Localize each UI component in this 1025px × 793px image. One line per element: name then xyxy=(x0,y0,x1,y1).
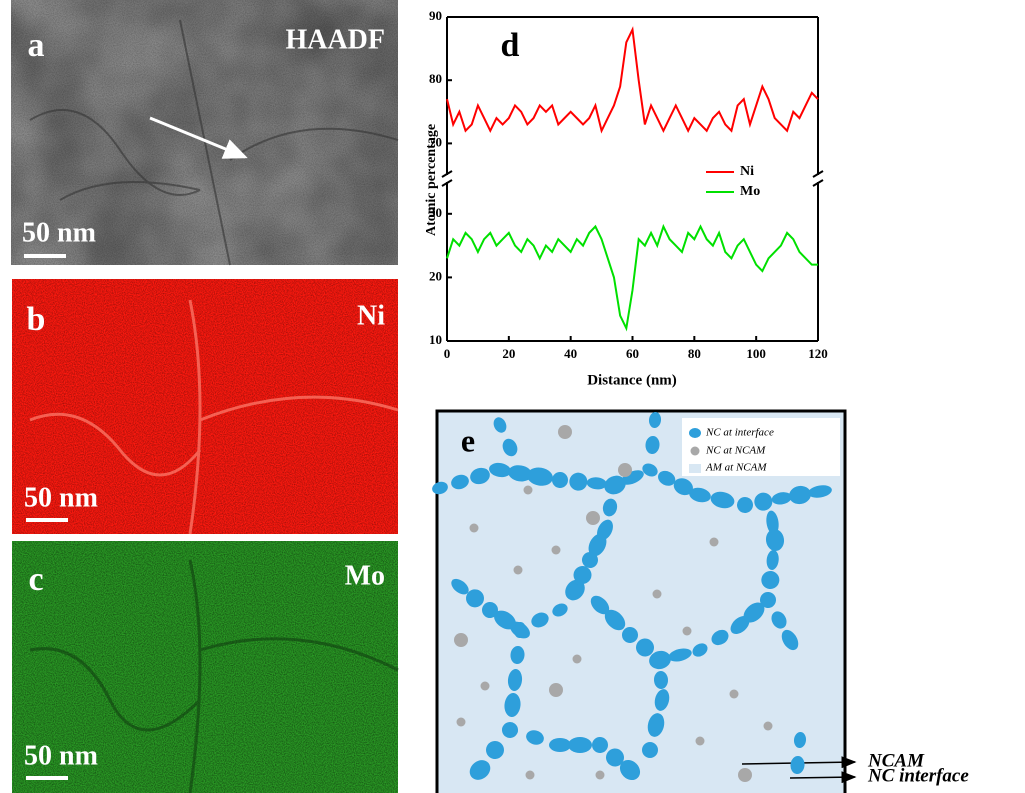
panel-label: a xyxy=(28,27,45,64)
x-tick-label: 100 xyxy=(746,346,766,361)
legend-swatch xyxy=(689,464,701,473)
y-tick-label: 80 xyxy=(429,71,442,86)
nanocrystal-ncam xyxy=(596,771,605,780)
y-tick-label: 10 xyxy=(429,332,442,347)
y-tick-label: 20 xyxy=(429,268,442,283)
nanocrystal-ncam xyxy=(457,718,466,727)
legend-swatch xyxy=(691,447,700,456)
panel-name: Mo xyxy=(345,560,385,591)
panel-label: b xyxy=(27,301,46,338)
callout-arrow xyxy=(790,777,855,778)
x-tick-label: 0 xyxy=(444,346,451,361)
nanocrystal-ncam xyxy=(696,737,705,746)
axis-break xyxy=(813,171,823,186)
nanocrystal xyxy=(549,738,571,752)
nanocrystal-ncam xyxy=(710,538,719,547)
nanocrystal-ncam xyxy=(454,633,468,647)
nanocrystal-ncam xyxy=(524,486,533,495)
nanocrystal-ncam xyxy=(558,425,572,439)
x-tick-label: 20 xyxy=(502,346,515,361)
legend-label: Ni xyxy=(740,164,754,179)
nanocrystal-ncam xyxy=(573,655,582,664)
panel-label: e xyxy=(461,422,475,458)
panel-label: d xyxy=(501,27,520,64)
legend-label: NC at NCAM xyxy=(705,445,766,457)
x-tick-label: 60 xyxy=(626,346,639,361)
panel-c: c Mo 50 nm xyxy=(12,541,398,793)
nanocrystal-ncam xyxy=(526,771,535,780)
nanocrystal-ncam xyxy=(481,682,490,691)
nanocrystal-ncam xyxy=(653,590,662,599)
scale-label: 50 nm xyxy=(24,740,98,771)
x-tick-label: 120 xyxy=(808,346,828,361)
legend-swatch xyxy=(689,428,701,438)
nanocrystal-ncam xyxy=(730,690,739,699)
panel-label: c xyxy=(28,561,43,598)
nanocrystal-ncam xyxy=(586,511,600,525)
y-tick-label: 90 xyxy=(429,8,442,23)
nanocrystal-ncam xyxy=(683,627,692,636)
nanocrystal-ncam xyxy=(738,768,752,782)
nanocrystal-ncam xyxy=(470,524,479,533)
scale-label: 50 nm xyxy=(24,482,98,513)
nanocrystal-ncam xyxy=(764,722,773,731)
scale-label: 50 nm xyxy=(22,217,96,248)
legend-label: Mo xyxy=(740,184,760,199)
figure: a HAADF 50 nm b Ni 50 nm c Mo 50 nm d Di… xyxy=(0,0,1025,793)
nanocrystal-ncam xyxy=(514,566,523,575)
nanocrystal-ncam xyxy=(552,546,561,555)
x-tick-label: 40 xyxy=(564,346,577,361)
y-tick-label: 30 xyxy=(429,205,442,220)
nanocrystal-ncam xyxy=(618,463,632,477)
x-tick-label: 80 xyxy=(688,346,701,361)
legend-label: AM at NCAM xyxy=(705,462,767,474)
panel-name: Ni xyxy=(357,300,385,331)
y-tick-label: 70 xyxy=(429,134,442,149)
data-line xyxy=(447,227,818,329)
panel-b: b Ni 50 nm xyxy=(12,279,398,534)
nanocrystal xyxy=(568,737,592,753)
x-axis-label: Distance (nm) xyxy=(587,372,677,388)
legend-label: NC at interface xyxy=(705,427,774,439)
nanocrystal-ncam xyxy=(549,683,563,697)
panel-a: a HAADF 50 nm xyxy=(11,0,398,265)
panel-name: HAADF xyxy=(285,24,385,55)
axis-break xyxy=(442,171,452,186)
callout-label: NC interface xyxy=(867,765,969,786)
